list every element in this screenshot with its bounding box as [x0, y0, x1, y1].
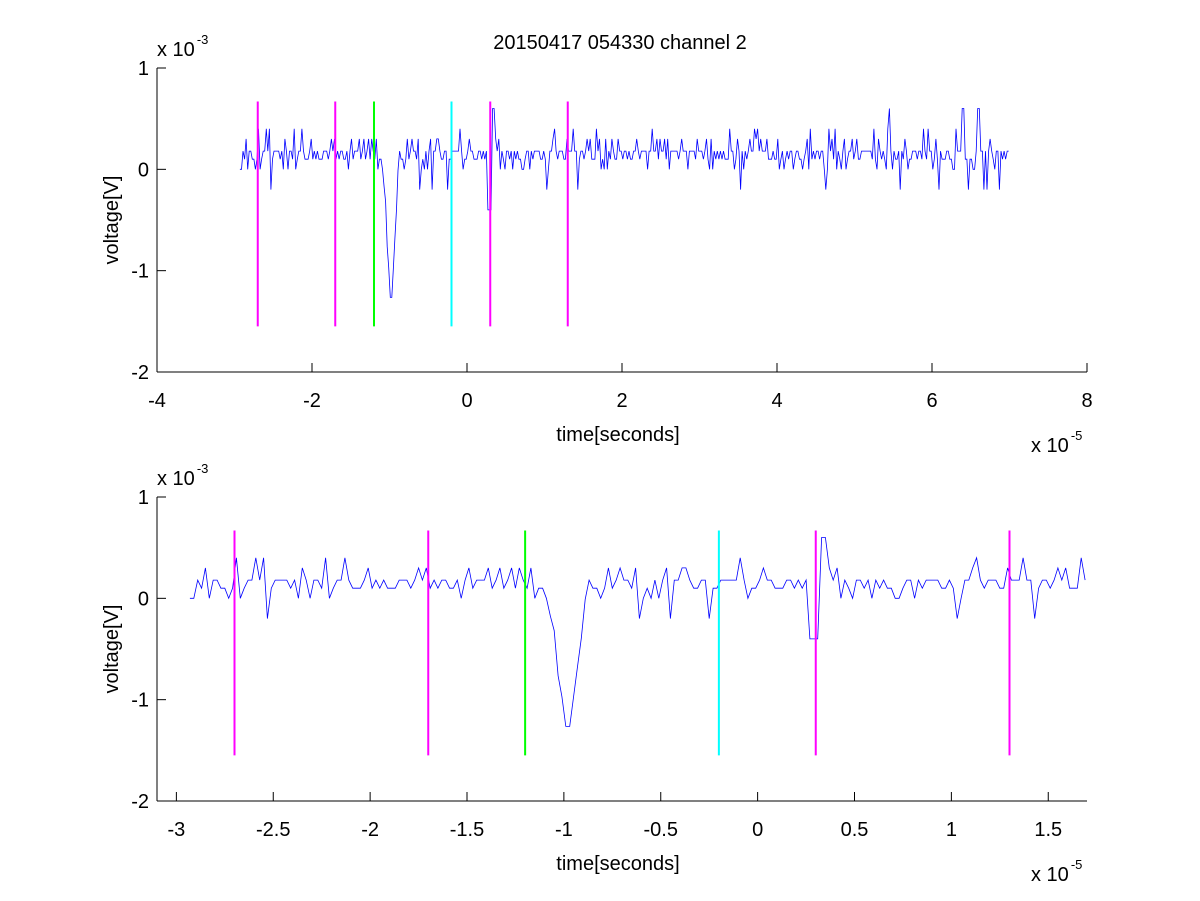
x-tick-label: 0	[461, 390, 472, 412]
y-tick-label: 1	[138, 58, 149, 80]
voltage-trace	[239, 108, 1009, 298]
y-exponent-power: -3	[197, 461, 209, 476]
x-tick-label: -2.5	[256, 819, 290, 841]
x-tick-label: 2	[616, 390, 627, 412]
x-tick-label: -2	[361, 819, 379, 841]
x-tick-label: -3	[167, 819, 185, 841]
chart-title: 20150417 054330 channel 2	[493, 32, 747, 54]
y-tick-label: 0	[138, 159, 149, 181]
x-tick-label: -1.5	[450, 819, 484, 841]
y-tick-label: 0	[138, 588, 149, 610]
x-tick-label: 6	[926, 390, 937, 412]
x-tick-label: 0.5	[841, 819, 869, 841]
x-tick-label: 0	[752, 819, 763, 841]
x-tick-label: -2	[303, 390, 321, 412]
y-tick-label: -2	[131, 362, 149, 384]
y-tick-label: 1	[138, 487, 149, 509]
y-axis-label: voltage[V]	[101, 176, 123, 265]
y-axis-label: voltage[V]	[101, 605, 123, 694]
x-tick-label: -1	[555, 819, 573, 841]
x-tick-label: -0.5	[644, 819, 678, 841]
x-axis-label: time[seconds]	[556, 424, 679, 446]
voltage-trace	[189, 537, 1086, 727]
bottom-plot: -2 -1 0 1 -3 -2.5 -2 -1.5 -1 -0.5 0 0.5 1 1.5 time[sec…	[101, 461, 1087, 886]
y-tick-label: -1	[131, 690, 149, 712]
y-tick-label: -2	[131, 791, 149, 813]
y-tick-label: -1	[131, 261, 149, 283]
y-exponent-power: -3	[197, 32, 209, 47]
x-tick-label: 1.5	[1034, 819, 1062, 841]
x-tick-label: 8	[1081, 390, 1092, 412]
x-tick-label: 1	[946, 819, 957, 841]
x-exponent-power: -5	[1071, 428, 1083, 443]
x-tick-label: 4	[771, 390, 782, 412]
x-tick-label: -4	[148, 390, 166, 412]
x-axis-label: time[seconds]	[556, 853, 679, 875]
x-exponent-power: -5	[1071, 857, 1083, 872]
